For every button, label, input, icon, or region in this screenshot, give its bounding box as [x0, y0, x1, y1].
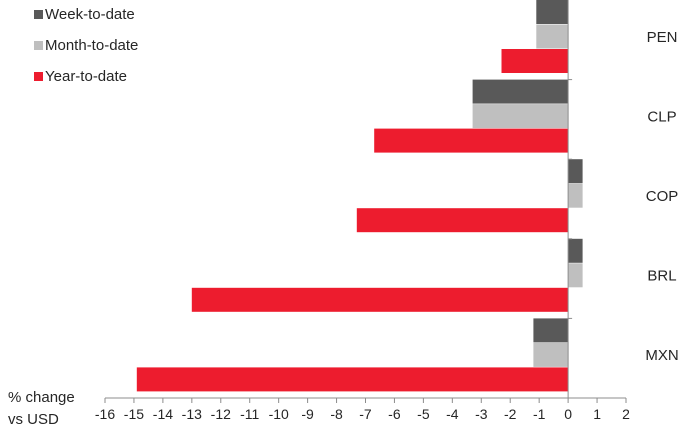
- legend-label-week-to-date: Week-to-date: [45, 6, 135, 23]
- x-tick-label: -6: [388, 406, 401, 422]
- x-tick-label: 1: [593, 406, 601, 422]
- category-label-clp: CLP: [647, 108, 676, 125]
- bar-pen-year-to-date: [501, 49, 569, 73]
- bar-brl-month-to-date: [568, 263, 583, 288]
- category-label-pen: PEN: [647, 29, 678, 46]
- bars: [136, 0, 583, 392]
- x-tick-label: -12: [211, 406, 231, 422]
- bar-clp-year-to-date: [374, 128, 569, 153]
- legend-label-month-to-date: Month-to-date: [45, 37, 138, 54]
- legend-swatch-year-to-date: [34, 72, 43, 81]
- bar-mxn-year-to-date: [136, 367, 569, 392]
- legend: Week-to-date Month-to-date Year-to-date: [34, 6, 138, 85]
- x-tick-label: -13: [182, 406, 202, 422]
- x-tick-label: -3: [475, 406, 488, 422]
- bar-pen-month-to-date: [536, 24, 569, 49]
- x-axis-title-line2: vs USD: [8, 411, 59, 428]
- x-tick-label: -5: [417, 406, 430, 422]
- x-tick-label: -15: [124, 406, 144, 422]
- x-tick-label: -7: [359, 406, 372, 422]
- x-axis: -16 -15 -14 -13 -12 -11 -10 -9 -8 -7 -6 -5 -4 -3 -2 -1 0…: [95, 0, 630, 422]
- legend-swatch-week-to-date: [34, 10, 43, 19]
- bar-cop-month-to-date: [568, 183, 583, 208]
- x-tick-label: 2: [622, 406, 630, 422]
- x-tick-label: -9: [301, 406, 314, 422]
- x-tick-label: 0: [564, 406, 572, 422]
- x-tick-label: -1: [533, 406, 546, 422]
- x-tick-label: -8: [330, 406, 343, 422]
- x-tick-label: -16: [95, 406, 115, 422]
- x-axis-title-line1: % change: [8, 389, 75, 406]
- x-tick-label: -14: [153, 406, 173, 422]
- bar-cop-year-to-date: [356, 208, 569, 233]
- legend-swatch-month-to-date: [34, 41, 43, 50]
- bar-mxn-month-to-date: [533, 342, 569, 367]
- bar-clp-week-to-date: [472, 79, 569, 104]
- bar-brl-week-to-date: [568, 238, 583, 263]
- bar-clp-month-to-date: [472, 104, 569, 129]
- x-tick-label: -11: [240, 406, 259, 422]
- category-labels: PEN CLP COP BRL MXN: [645, 29, 678, 364]
- bar-cop-week-to-date: [568, 159, 583, 184]
- x-tick-label: -4: [446, 406, 459, 422]
- x-tick-label: -10: [269, 406, 289, 422]
- category-label-brl: BRL: [647, 268, 676, 285]
- bar-pen-week-to-date: [536, 0, 569, 24]
- legend-label-year-to-date: Year-to-date: [45, 68, 127, 85]
- category-label-mxn: MXN: [645, 347, 678, 364]
- category-label-cop: COP: [646, 188, 679, 205]
- bar-mxn-week-to-date: [533, 318, 569, 343]
- bar-brl-year-to-date: [191, 287, 569, 312]
- x-tick-label: -2: [504, 406, 517, 422]
